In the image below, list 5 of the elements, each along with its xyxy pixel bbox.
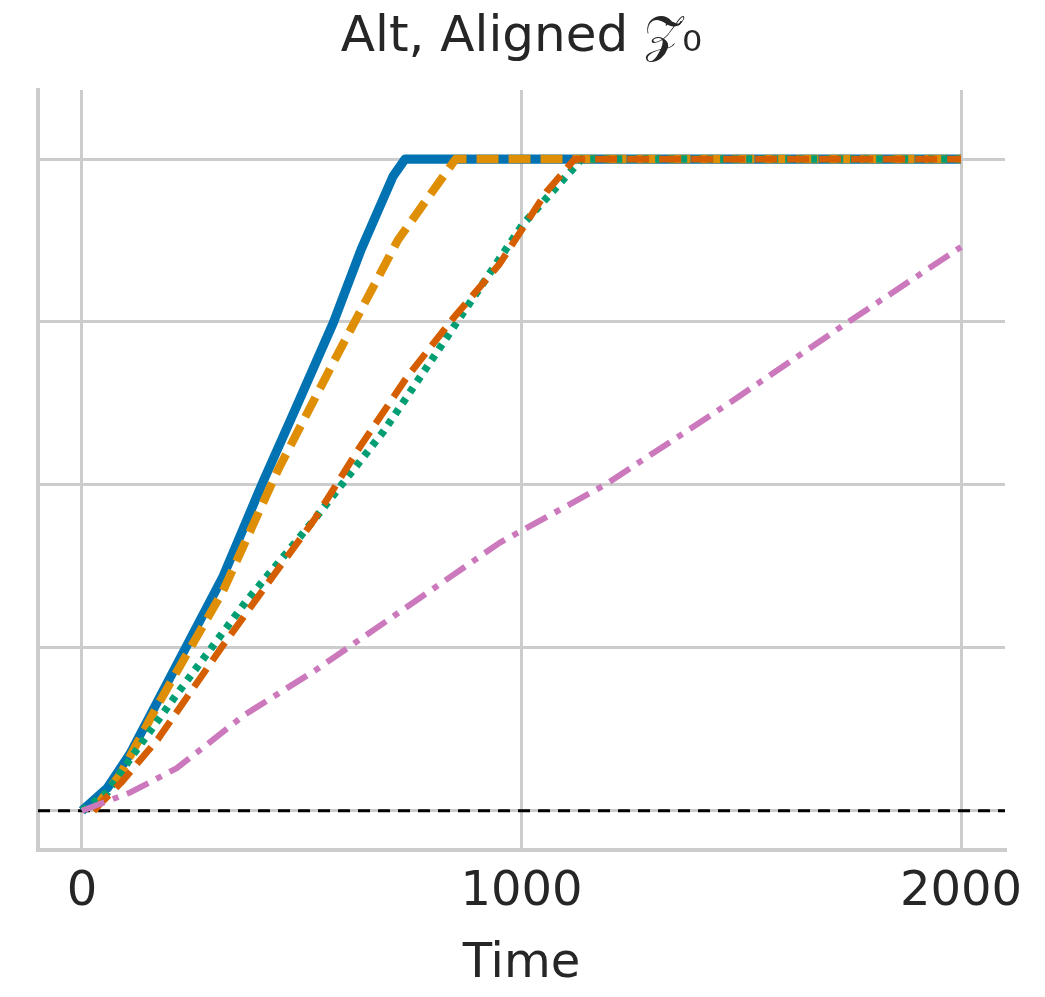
x-tick-label: 2000	[899, 860, 1023, 917]
x-tick-label: 0	[66, 860, 98, 917]
x-tick-label: 1000	[460, 860, 583, 917]
x-axis-title: Time	[461, 931, 581, 988]
chart-title: Alt, Aligned 𝒵̃₀	[340, 4, 703, 63]
